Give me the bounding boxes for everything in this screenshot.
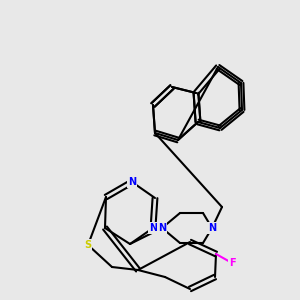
Text: S: S xyxy=(84,240,92,250)
Text: N: N xyxy=(208,223,216,233)
Text: F: F xyxy=(229,258,235,268)
Text: N: N xyxy=(128,177,136,187)
Text: N: N xyxy=(158,223,166,233)
Text: N: N xyxy=(149,223,157,233)
